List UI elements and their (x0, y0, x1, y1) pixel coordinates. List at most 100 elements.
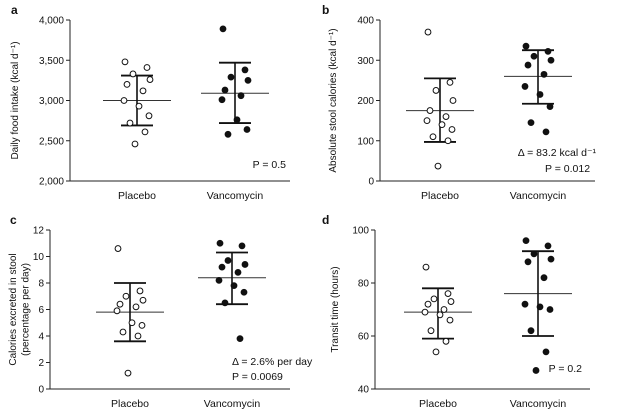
stat-annotation: Δ = 2.6% per day (232, 356, 313, 368)
data-point (448, 126, 456, 133)
stat-annotation: Δ = 83.2 kcal d⁻¹ (518, 147, 597, 159)
y-tick-label: 400 (357, 16, 374, 27)
y-tick-label: 3,000 (39, 96, 64, 107)
data-point (135, 102, 143, 110)
data-point (233, 116, 241, 124)
data-point (430, 295, 438, 303)
data-point (547, 255, 555, 263)
data-point (434, 162, 442, 170)
data-point (216, 239, 224, 247)
panel-letter: a (11, 3, 18, 17)
data-point (449, 97, 457, 104)
data-point (215, 276, 223, 284)
data-point (138, 322, 146, 329)
y-tick-label: 40 (358, 385, 370, 396)
y-tick-label: 200 (357, 96, 374, 107)
data-point (121, 58, 129, 66)
data-point (423, 117, 431, 125)
data-point (224, 130, 232, 138)
data-point (122, 292, 130, 300)
data-point (218, 263, 226, 271)
data-point (230, 282, 238, 290)
y-axis-label: Transit time (hours) (330, 266, 341, 352)
data-point (522, 42, 530, 50)
data-point (139, 87, 147, 95)
y-tick-label: 0 (368, 177, 374, 188)
y-tick-label: 4,000 (39, 16, 64, 27)
data-point (426, 107, 434, 114)
y-tick-label: 100 (352, 226, 369, 237)
data-point (524, 61, 532, 69)
panel-letter: b (322, 3, 329, 17)
data-point (536, 303, 544, 311)
data-point (139, 296, 147, 304)
data-point (542, 348, 550, 356)
x-category-label: Vancomycin (510, 190, 567, 202)
data-point (126, 119, 134, 127)
data-point (113, 307, 121, 315)
data-point (219, 25, 227, 33)
data-point (422, 263, 430, 271)
panel-letter: d (322, 213, 329, 227)
data-point (114, 245, 122, 252)
panel-b: b 0 100 200 300 400 Absolute stool calories (k… (322, 3, 596, 202)
data-point (427, 327, 435, 335)
data-point (238, 242, 246, 250)
x-category-label: Placebo (111, 398, 149, 410)
data-point (424, 300, 432, 308)
series-placebo (404, 263, 472, 356)
series-vancomycin (504, 42, 572, 136)
data-point (432, 87, 440, 94)
series-placebo (406, 28, 474, 170)
data-point (524, 258, 532, 266)
data-point (542, 128, 550, 136)
data-point (134, 332, 142, 340)
data-point (522, 237, 530, 245)
series-vancomycin (201, 25, 269, 138)
data-point (447, 298, 455, 305)
y-tick-label: 3,500 (39, 56, 64, 67)
y-tick-label: 2,000 (39, 177, 64, 188)
y-tick-label: 60 (358, 332, 370, 343)
data-point (116, 300, 124, 308)
data-point (421, 308, 429, 316)
data-point (546, 306, 554, 313)
data-point (124, 369, 132, 377)
series-placebo (103, 58, 171, 148)
data-point (221, 86, 229, 94)
panel-a: a 2,000 2,500 3,000 3,500 4,000 Daily food int… (10, 3, 290, 202)
data-point (123, 81, 131, 88)
series-vancomycin (198, 239, 266, 343)
data-point (521, 83, 529, 90)
y-axis-label-line: Calories excreted in stool (8, 253, 19, 365)
stat-annotation: P = 0.5 (253, 159, 287, 171)
data-point (224, 257, 232, 264)
y-tick-label: 12 (33, 226, 45, 237)
y-axis-label-line: (percentage per day) (21, 263, 32, 356)
data-point (119, 328, 127, 336)
stat-annotation: P = 0.012 (545, 163, 590, 175)
data-point (547, 56, 555, 64)
data-point (532, 367, 540, 374)
x-category-label: Placebo (421, 190, 459, 202)
panel-c: c 0 2 4 6 8 10 12 Calories excreted in stool (per… (8, 213, 313, 410)
data-point (440, 306, 448, 313)
y-tick-label: 4 (38, 332, 44, 343)
y-tick-label: 300 (357, 56, 374, 67)
data-point (141, 128, 149, 136)
data-point (221, 299, 229, 307)
data-point (544, 242, 552, 250)
data-point (424, 28, 432, 36)
y-tick-label: 100 (357, 136, 374, 147)
panel-letter: c (10, 213, 17, 227)
y-tick-label: 80 (358, 279, 370, 290)
y-tick-label: 10 (33, 252, 45, 263)
data-point (536, 91, 544, 98)
x-category-label: Placebo (419, 398, 457, 410)
data-point (444, 137, 452, 145)
data-point (446, 78, 454, 86)
data-point (240, 288, 248, 296)
data-point (527, 327, 535, 335)
series-placebo (96, 245, 164, 377)
x-category-label: Placebo (118, 190, 156, 202)
